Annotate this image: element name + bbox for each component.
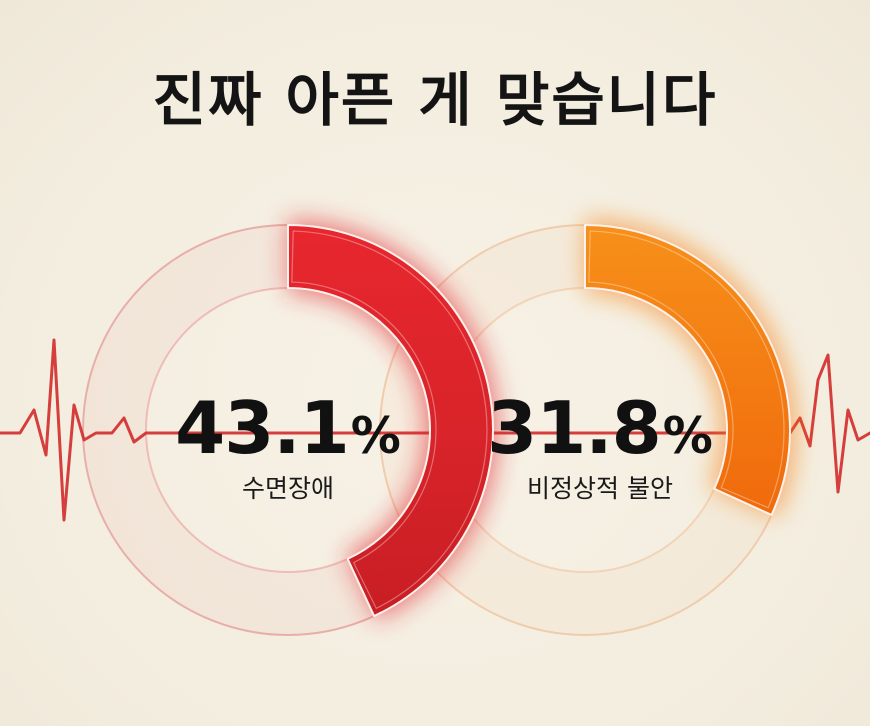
- donut-2-arc: [584, 224, 791, 516]
- donut-1-unit: %: [350, 407, 401, 465]
- donut-1-arc-highlight: [291, 230, 488, 610]
- donut-1-label: 수면장애: [241, 474, 334, 503]
- donut-2-value: 31.8%: [480, 392, 720, 464]
- page-title: 진짜 아픈 게 맞습니다: [152, 66, 718, 134]
- donut-1-number: 43.1: [175, 386, 350, 470]
- donut-2-unit: %: [662, 407, 713, 465]
- donut-1-arc: [287, 224, 494, 618]
- donut-1-value: 43.1%: [168, 392, 408, 464]
- donut-2-number: 31.8: [487, 386, 662, 470]
- donut-2-label: 비정상적 불안: [527, 474, 673, 503]
- donut-2-arc-highlight: [588, 230, 785, 509]
